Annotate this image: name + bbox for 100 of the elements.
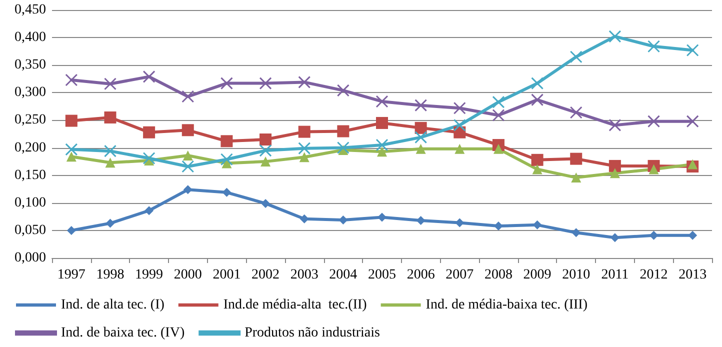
point bbox=[532, 164, 542, 174]
point bbox=[531, 154, 544, 166]
legend-label: Produtos não industriais bbox=[244, 326, 380, 340]
point bbox=[298, 142, 311, 155]
point bbox=[378, 212, 386, 222]
point bbox=[454, 144, 465, 154]
point bbox=[688, 159, 698, 170]
x-tick-label: 2002 bbox=[252, 268, 280, 282]
y-tick-label: 0,150 bbox=[14, 168, 46, 183]
point bbox=[416, 216, 426, 226]
point bbox=[608, 160, 621, 172]
point bbox=[65, 74, 78, 86]
point bbox=[570, 152, 582, 165]
point bbox=[182, 160, 194, 173]
y-tick-label: 0,450 bbox=[14, 2, 46, 18]
x-tick-label: 2013 bbox=[678, 268, 707, 282]
point bbox=[183, 185, 192, 194]
point bbox=[414, 99, 428, 112]
point bbox=[220, 77, 233, 90]
point bbox=[260, 156, 271, 167]
legend-label: Ind. de alta tec. (I) bbox=[61, 298, 165, 312]
point bbox=[66, 226, 76, 235]
legend-label: Ind. de baixa tec. (IV) bbox=[61, 326, 185, 340]
point bbox=[105, 158, 116, 168]
point bbox=[336, 84, 350, 97]
point bbox=[493, 144, 504, 154]
point bbox=[336, 142, 350, 154]
point bbox=[259, 77, 272, 90]
x-tick-label: 2006 bbox=[406, 268, 435, 282]
point bbox=[688, 230, 698, 240]
x-tick-label: 2011 bbox=[601, 268, 629, 282]
point bbox=[686, 44, 699, 56]
point bbox=[142, 152, 156, 164]
y-tick-label: 0,350 bbox=[14, 58, 46, 73]
y-tick-label: 0,250 bbox=[14, 112, 46, 128]
point bbox=[376, 116, 388, 129]
point bbox=[104, 111, 116, 124]
point bbox=[572, 228, 581, 238]
point bbox=[66, 152, 76, 162]
point bbox=[648, 40, 660, 53]
point bbox=[492, 109, 505, 122]
point bbox=[377, 146, 387, 157]
point bbox=[143, 126, 156, 138]
point bbox=[453, 102, 466, 114]
x-tick-label: 2012 bbox=[640, 268, 668, 282]
legend-label: Ind. de média-baixa tec. (III) bbox=[426, 298, 588, 312]
legend-label: Ind.de média-alta tec.(II) bbox=[223, 298, 368, 312]
point bbox=[492, 96, 505, 108]
point bbox=[298, 126, 310, 138]
point bbox=[531, 77, 544, 90]
y-tick-label: 0,400 bbox=[14, 30, 46, 46]
x-tick-label: 2008 bbox=[484, 268, 512, 282]
point bbox=[570, 106, 582, 119]
point bbox=[686, 115, 699, 128]
point bbox=[376, 138, 388, 152]
point bbox=[610, 233, 620, 242]
point bbox=[142, 70, 156, 83]
point bbox=[570, 50, 582, 64]
x-tick-label: 2000 bbox=[174, 268, 202, 282]
y-tick-label: 0,200 bbox=[14, 140, 46, 156]
point bbox=[106, 218, 115, 228]
x-tick-label: 2007 bbox=[446, 268, 474, 282]
x-tick-label: 1997 bbox=[57, 268, 86, 282]
x-tick-label: 2009 bbox=[523, 268, 552, 282]
point bbox=[531, 94, 544, 106]
point bbox=[220, 135, 233, 148]
y-tick-label: 0,100 bbox=[14, 195, 46, 210]
point bbox=[65, 114, 78, 127]
point bbox=[182, 90, 194, 103]
point bbox=[648, 164, 659, 174]
point bbox=[299, 152, 310, 162]
x-tick-label: 2010 bbox=[562, 268, 590, 282]
point bbox=[648, 115, 660, 128]
point bbox=[414, 131, 428, 144]
point bbox=[144, 206, 154, 216]
y-tick-label: 0,300 bbox=[14, 85, 46, 100]
point bbox=[453, 118, 466, 132]
x-tick-label: 2003 bbox=[290, 268, 318, 282]
point bbox=[104, 144, 116, 158]
point bbox=[65, 143, 78, 156]
x-tick-label: 2001 bbox=[212, 268, 241, 282]
x-tick-label: 1998 bbox=[96, 268, 124, 282]
y-tick-label: 0,050 bbox=[14, 222, 46, 238]
point bbox=[222, 188, 232, 197]
point bbox=[338, 215, 348, 224]
point bbox=[414, 122, 427, 134]
point bbox=[259, 144, 272, 157]
point bbox=[261, 198, 270, 208]
y-tick-label: 0,000 bbox=[14, 250, 46, 266]
x-tick-label: 2004 bbox=[329, 268, 358, 282]
x-tick-label: 1999 bbox=[135, 268, 164, 282]
point bbox=[608, 30, 622, 43]
point bbox=[608, 118, 622, 132]
point bbox=[376, 95, 388, 108]
point bbox=[260, 134, 272, 146]
point bbox=[298, 76, 311, 88]
point bbox=[104, 78, 116, 90]
point bbox=[182, 150, 193, 160]
point bbox=[182, 124, 194, 136]
point bbox=[220, 153, 233, 166]
